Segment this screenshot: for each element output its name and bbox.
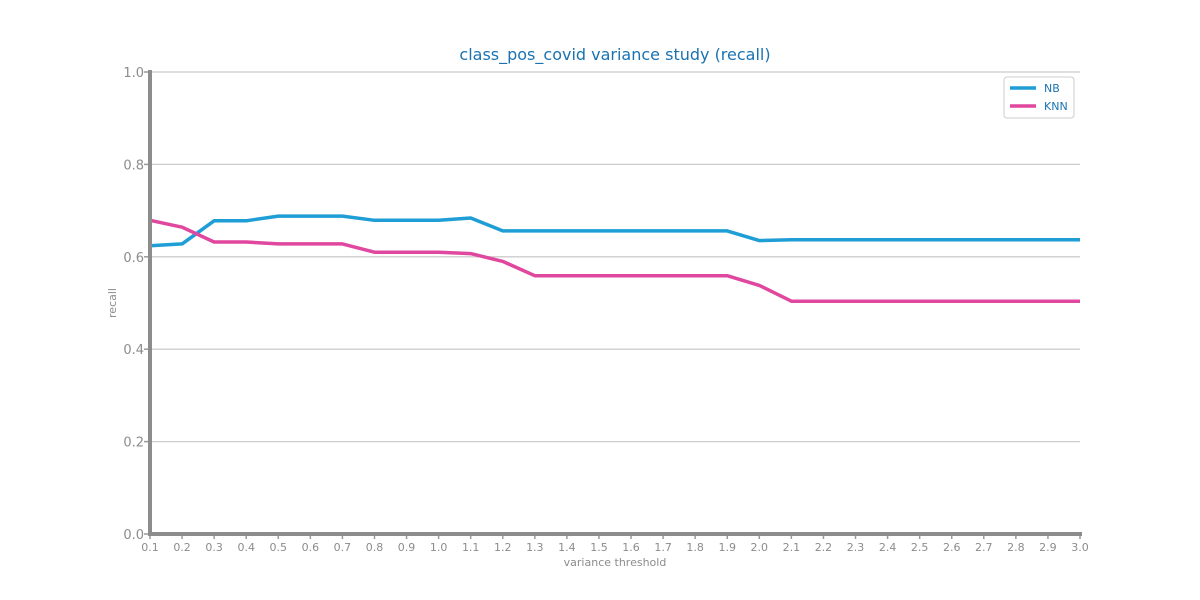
x-tick-label: 0.2 <box>173 541 191 554</box>
y-tick-label: 0.6 <box>123 251 144 266</box>
x-tick-label: 1.5 <box>590 541 608 554</box>
legend-label-nb: NB <box>1044 82 1060 95</box>
y-tick-label: 0.8 <box>123 158 144 173</box>
x-tick-label: 2.5 <box>911 541 929 554</box>
x-tick-label: 3.0 <box>1071 541 1089 554</box>
x-tick-label: 2.3 <box>847 541 865 554</box>
x-tick-label: 2.0 <box>751 541 769 554</box>
y-axis-label: recall <box>106 288 119 318</box>
x-tick-label: 0.7 <box>334 541 352 554</box>
chart-title: class_pos_covid variance study (recall) <box>459 45 770 65</box>
series-line-knn <box>149 218 1080 303</box>
x-tick-label: 2.8 <box>1007 541 1025 554</box>
x-tick-label: 1.7 <box>654 541 672 554</box>
x-tick-label: 0.6 <box>302 541 320 554</box>
x-tick-label: 2.2 <box>815 541 833 554</box>
x-tick-label: 0.5 <box>270 541 288 554</box>
x-tick-label: 2.6 <box>943 541 961 554</box>
x-tick-label: 1.1 <box>462 541 480 554</box>
x-tick-label: 0.3 <box>205 541 223 554</box>
x-tick-label: 2.7 <box>975 541 993 554</box>
tick-labels: 0.0 0.2 0.4 0.6 0.8 1.0 0.1 0.2 0.3 0.4 0.5 0.6 0.7 0… <box>123 66 1088 554</box>
x-tick-label: 1.0 <box>430 541 448 554</box>
x-tick-label: 1.2 <box>494 541 512 554</box>
axes <box>144 70 1082 539</box>
x-tick-label: 1.8 <box>686 541 704 554</box>
legend-label-knn: KNN <box>1044 100 1068 113</box>
x-tick-label: 1.4 <box>558 541 576 554</box>
x-tick-label: 2.9 <box>1039 541 1057 554</box>
y-tick-label: 0.4 <box>123 343 144 358</box>
legend: NB KNN <box>1003 76 1075 119</box>
x-tick-label: 2.1 <box>783 541 801 554</box>
y-tick-label: 1.0 <box>123 66 144 81</box>
x-tick-label: 0.8 <box>366 541 384 554</box>
x-axis-label: variance threshold <box>564 556 667 569</box>
y-tick-label: 0.0 <box>123 528 144 543</box>
x-tick-label: 2.4 <box>879 541 897 554</box>
x-tick-label: 0.9 <box>398 541 416 554</box>
grid-lines <box>150 71 1080 443</box>
series-line-nb <box>149 214 1080 248</box>
x-tick-label: 0.1 <box>141 541 159 554</box>
series-lines <box>149 214 1080 303</box>
x-tick-label: 1.3 <box>526 541 544 554</box>
x-tick-label: 1.6 <box>622 541 640 554</box>
y-tick-label: 0.2 <box>123 436 144 451</box>
x-tick-label: 0.4 <box>237 541 255 554</box>
x-tick-label: 1.9 <box>718 541 736 554</box>
